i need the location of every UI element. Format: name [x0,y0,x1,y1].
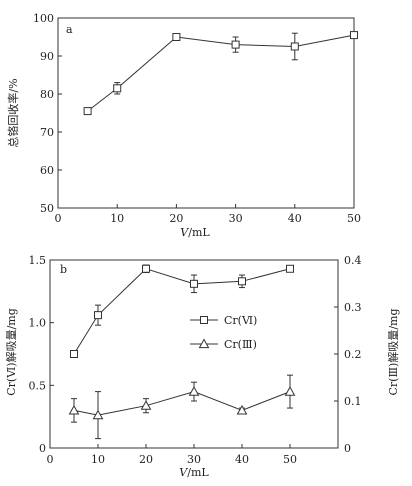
plot-frame-a [57,17,355,209]
x-tick-label: 0 [47,453,54,466]
y-tick-label: 60 [40,164,54,177]
y-right-tick-label: 0.1 [344,395,362,408]
data-point [290,42,299,51]
x-axis-label-b: V/mL [179,466,209,479]
data-point [94,311,102,320]
series-a [83,31,358,116]
legend-b: Cr(Ⅵ) Cr(Ⅲ) [190,314,257,351]
x-tick-label: 50 [347,212,361,225]
x-axis-label-a: V/mL [180,226,210,239]
legend-marker [198,338,210,349]
y-axis-left-ticks-b: 0 0.5 1.0 1.5 [29,254,54,455]
x-tick-label: 0 [55,212,62,225]
y-tick-label: 70 [40,126,54,139]
data-point [142,264,150,273]
data-point [231,40,240,49]
x-tick-label: 30 [187,453,201,466]
data-point [83,107,92,116]
data-point [70,350,78,358]
data-point [172,33,181,41]
x-tick-label: 10 [91,453,105,466]
y-tick-label: 80 [40,88,54,101]
data-point [68,404,80,415]
y-tick-label: 100 [33,12,54,25]
chart-panel-b: b 0 10 20 30 40 50 0 0.5 1.0 1.5 0 0.1 0.2 0.3 0.4 C… [4,254,400,479]
series-line [73,268,291,355]
y-right-tick-label: 0.4 [344,254,362,267]
data-point [113,84,122,93]
data-point [238,277,246,286]
y-axis-label-a: 总铬回收率/% [6,78,20,147]
y-left-tick-label: 1.0 [29,317,47,330]
y-right-tick-label: 0.2 [344,348,362,361]
data-point [92,409,104,420]
panel-label-b: b [60,263,67,276]
panel-label-a: a [66,23,73,36]
x-tick-label: 50 [283,453,297,466]
y-tick-label: 50 [40,202,54,215]
x-tick-label: 20 [169,212,183,225]
x-tick-label: 40 [288,212,302,225]
series-line [73,391,291,416]
series-b [68,264,296,440]
series-line [87,34,355,112]
x-axis-ticks-a: 0 10 20 30 40 50 [55,204,361,225]
x-tick-label: 20 [139,453,153,466]
y-left-tick-label: 0.5 [29,379,47,392]
legend-marker [200,316,208,324]
legend-label: Cr(Ⅵ) [224,314,257,327]
y-right-tick-label: 0 [344,442,351,455]
data-point [190,279,198,288]
y-left-tick-label: 0 [39,442,46,455]
y-axis-left-label-b: Cr(Ⅵ)解吸量/mg [4,308,18,396]
y-left-tick-label: 1.5 [29,254,47,267]
data-point [284,386,296,396]
x-tick-label: 30 [229,212,243,225]
data-point [236,404,248,415]
x-tick-label: 10 [110,212,124,225]
chart-panel-a: a 0 10 20 30 40 50 50 60 70 80 90 100 V/mL 总铬回收率/% [6,12,361,239]
y-axis-ticks-a: 50 60 70 80 90 100 [33,12,62,215]
x-tick-label: 40 [235,453,249,466]
data-point [350,31,358,40]
y-tick-label: 90 [40,50,54,63]
data-point [188,386,200,396]
legend-label: Cr(Ⅲ) [224,338,257,351]
y-right-tick-label: 0.3 [344,301,362,314]
data-point [140,400,152,410]
y-axis-right-label-b: Cr(Ⅲ)解吸量/mg [386,308,400,395]
y-axis-right-ticks-b: 0 0.1 0.2 0.3 0.4 [334,254,362,455]
x-axis-ticks-b: 0 10 20 30 40 50 [47,444,297,466]
data-point [286,264,294,273]
